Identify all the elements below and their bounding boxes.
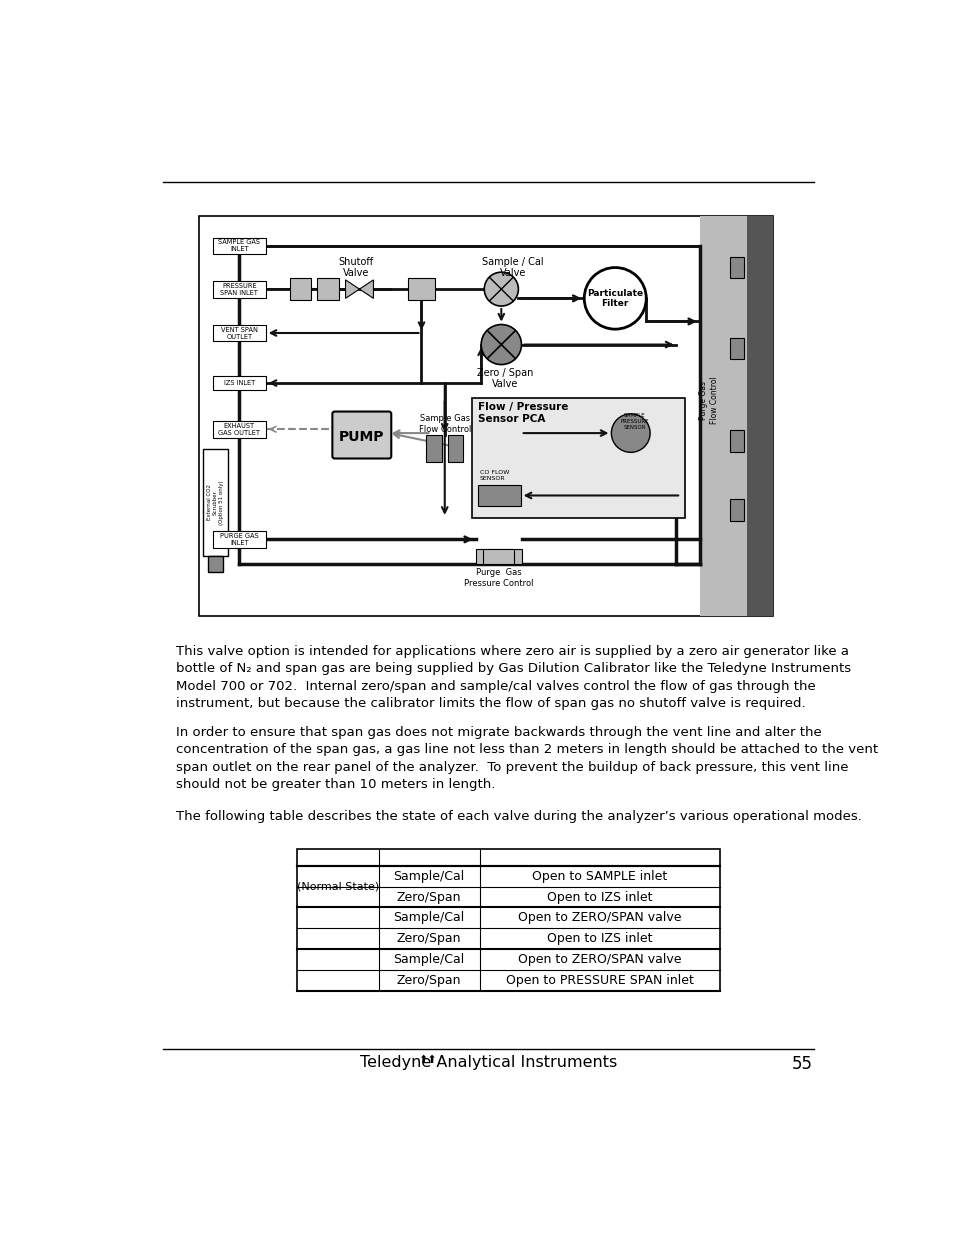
- Bar: [477, 484, 520, 506]
- Bar: [297, 848, 720, 990]
- Ellipse shape: [480, 325, 521, 364]
- Text: Zero/Span: Zero/Span: [396, 932, 461, 945]
- Text: This valve option is intended for applications where zero air is supplied by a z: This valve option is intended for applic…: [175, 645, 850, 710]
- Text: Open to ZERO/SPAN valve: Open to ZERO/SPAN valve: [517, 911, 680, 924]
- Text: SAMPLE GAS
INLET: SAMPLE GAS INLET: [218, 240, 260, 252]
- Text: (Normal State): (Normal State): [296, 882, 379, 892]
- Text: PUMP: PUMP: [338, 430, 384, 443]
- Text: Zero/Span: Zero/Span: [396, 973, 461, 987]
- Text: Purge Gas
Flow Control: Purge Gas Flow Control: [699, 377, 718, 425]
- Bar: [213, 377, 266, 390]
- Bar: [407, 278, 435, 300]
- Text: Teledyne Analytical Instruments: Teledyne Analytical Instruments: [360, 1055, 617, 1070]
- Bar: [483, 548, 514, 564]
- Bar: [426, 435, 441, 462]
- Text: In order to ensure that span gas does not migrate backwards through the vent lin: In order to ensure that span gas does no…: [175, 726, 877, 792]
- Polygon shape: [359, 280, 373, 299]
- Bar: [729, 430, 743, 452]
- Bar: [699, 216, 746, 615]
- FancyBboxPatch shape: [332, 411, 391, 458]
- Text: CO FLOW
SENSOR: CO FLOW SENSOR: [479, 471, 509, 480]
- Text: PURGE GAS
INLET: PURGE GAS INLET: [220, 532, 258, 546]
- Polygon shape: [345, 280, 359, 299]
- Bar: [476, 548, 521, 564]
- Bar: [447, 435, 463, 462]
- Text: Zero / Span
Valve: Zero / Span Valve: [476, 368, 533, 389]
- Text: Purge  Gas
Pressure Control: Purge Gas Pressure Control: [464, 568, 533, 588]
- Bar: [472, 399, 684, 517]
- Text: Open to IZS inlet: Open to IZS inlet: [546, 932, 652, 945]
- Bar: [208, 556, 223, 572]
- Bar: [213, 325, 266, 341]
- Text: External CO2
Scrubber
(Option 51 only): External CO2 Scrubber (Option 51 only): [207, 480, 223, 525]
- Bar: [203, 448, 228, 556]
- Text: Sample / Cal
Valve: Sample / Cal Valve: [481, 257, 543, 278]
- Text: Shutoff
Valve: Shutoff Valve: [337, 257, 373, 278]
- Text: Open to ZERO/SPAN valve: Open to ZERO/SPAN valve: [517, 953, 680, 966]
- Text: Zero/Span: Zero/Span: [396, 890, 461, 904]
- Bar: [213, 280, 266, 298]
- Bar: [729, 499, 743, 521]
- Text: PRESSURE
SPAN INLET: PRESSURE SPAN INLET: [220, 283, 258, 295]
- Text: Sample/Cal: Sample/Cal: [394, 869, 464, 883]
- Ellipse shape: [583, 268, 645, 330]
- Text: 55: 55: [791, 1055, 812, 1073]
- Bar: [213, 237, 266, 254]
- Text: IZS INLET: IZS INLET: [224, 380, 254, 387]
- Text: Sample Gas
Flow Control: Sample Gas Flow Control: [418, 414, 471, 433]
- Text: SAMPLE
PRESSURE
SENSOR: SAMPLE PRESSURE SENSOR: [619, 414, 648, 430]
- Text: VENT SPAN
OUTLET: VENT SPAN OUTLET: [221, 326, 257, 340]
- Text: Sample/Cal: Sample/Cal: [394, 953, 464, 966]
- Text: Open to IZS inlet: Open to IZS inlet: [546, 890, 652, 904]
- Bar: [729, 337, 743, 359]
- Bar: [729, 257, 743, 278]
- Text: Particulate
Filter: Particulate Filter: [587, 289, 642, 308]
- Ellipse shape: [611, 414, 649, 452]
- Text: The following table describes the state of each valve during the analyzer’s vari: The following table describes the state …: [175, 810, 861, 824]
- Text: ⬆⬆: ⬆⬆: [417, 1055, 436, 1065]
- Ellipse shape: [484, 272, 517, 306]
- Text: Flow / Pressure
Sensor PCA: Flow / Pressure Sensor PCA: [477, 403, 568, 424]
- Text: EXHAUST
GAS OUTLET: EXHAUST GAS OUTLET: [218, 422, 260, 436]
- Bar: [213, 531, 266, 548]
- Bar: [199, 216, 772, 615]
- Text: Open to SAMPLE inlet: Open to SAMPLE inlet: [532, 869, 667, 883]
- Bar: [316, 278, 338, 300]
- Bar: [213, 421, 266, 437]
- Bar: [746, 216, 772, 615]
- Bar: [290, 278, 311, 300]
- Text: Sample/Cal: Sample/Cal: [394, 911, 464, 924]
- Text: Open to PRESSURE SPAN inlet: Open to PRESSURE SPAN inlet: [505, 973, 693, 987]
